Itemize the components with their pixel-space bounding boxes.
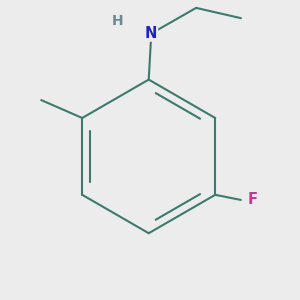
Text: H: H	[112, 14, 124, 28]
Text: F: F	[248, 192, 257, 207]
Text: N: N	[145, 26, 158, 41]
